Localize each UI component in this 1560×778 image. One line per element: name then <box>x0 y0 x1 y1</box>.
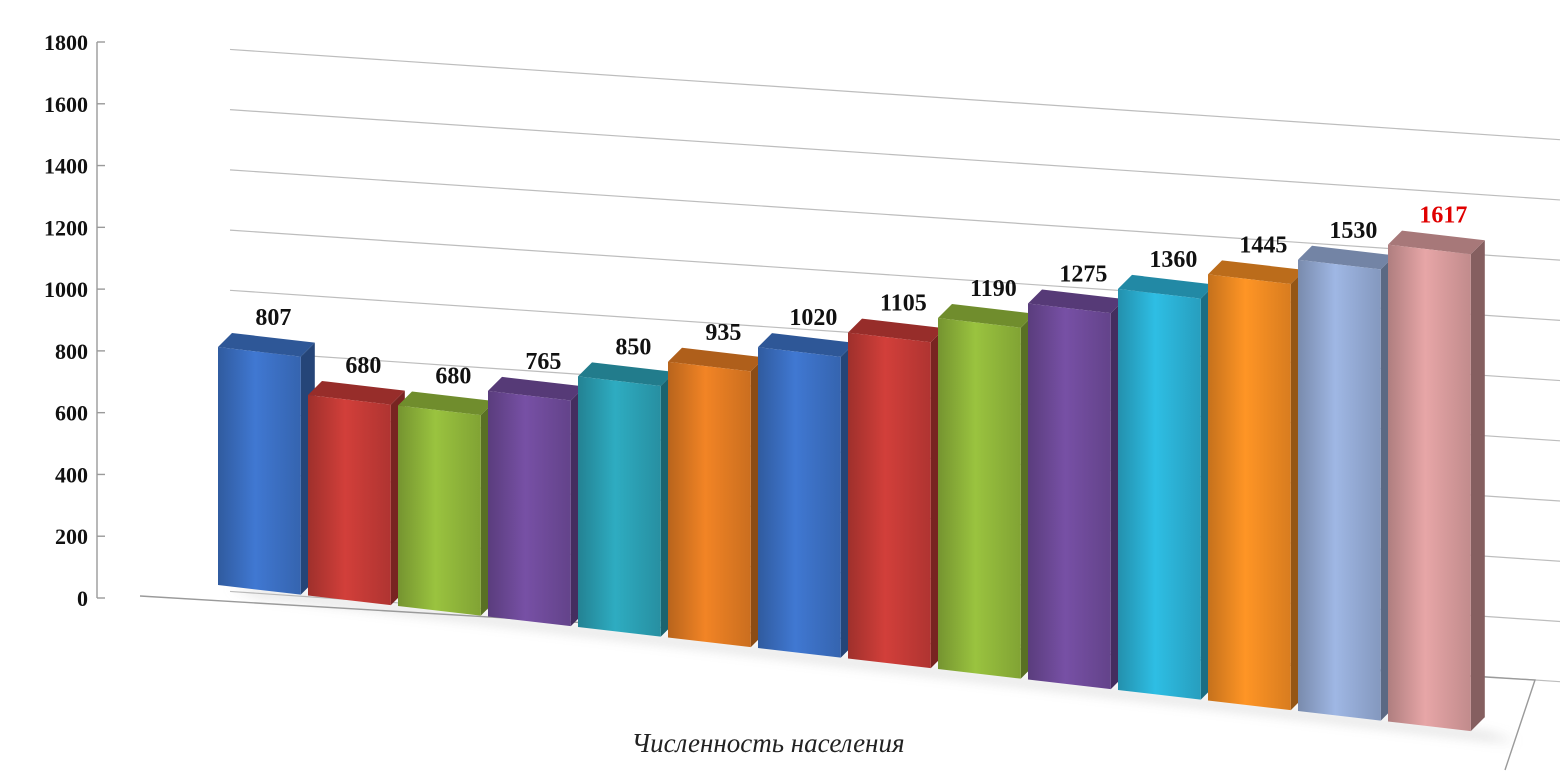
bars <box>218 230 1485 732</box>
y-tick-label: 600 <box>55 401 88 426</box>
data-label: 935 <box>705 320 741 346</box>
data-label: 1530 <box>1329 218 1377 244</box>
data-label: 807 <box>255 305 291 331</box>
bar <box>1208 260 1305 711</box>
bar-top <box>398 391 495 416</box>
bar <box>1298 245 1395 721</box>
bar-front <box>488 390 571 627</box>
bar-top <box>1298 245 1395 270</box>
y-axis: 0 200 400 600 800 1000 1200 1400 1600 1800 <box>44 30 1536 771</box>
bar-front <box>1028 303 1111 690</box>
bar-floor-shadow <box>228 587 1518 742</box>
bar-top <box>1118 274 1215 299</box>
bar-front <box>668 361 751 648</box>
data-label: 1360 <box>1149 247 1197 273</box>
bar-top <box>668 347 765 372</box>
bar-front <box>218 347 301 595</box>
bar-front <box>758 347 841 658</box>
x-axis-title: Численность населения <box>631 728 904 758</box>
bar-top <box>938 304 1035 328</box>
bar-front <box>938 318 1021 679</box>
data-label: 850 <box>615 334 651 360</box>
bar-front <box>308 394 391 606</box>
bar <box>1388 230 1485 732</box>
y-tick-label: 200 <box>55 524 88 549</box>
data-label: 1105 <box>880 291 927 317</box>
bar <box>1028 289 1125 690</box>
bar <box>578 362 675 637</box>
bar <box>938 304 1035 679</box>
bar-front <box>1118 288 1201 700</box>
y-tick-label: 1200 <box>44 215 88 240</box>
bar-top <box>578 362 675 386</box>
bar <box>308 380 405 606</box>
data-label: 1445 <box>1239 232 1287 258</box>
bar <box>668 347 765 648</box>
y-tick-label: 1000 <box>44 277 88 302</box>
bar-top <box>1208 260 1305 285</box>
bar-side <box>1470 240 1485 732</box>
bar <box>218 333 315 595</box>
data-label: 765 <box>525 349 561 375</box>
bar-top <box>1388 230 1485 255</box>
bar-top <box>848 318 945 343</box>
bar-front <box>578 376 661 637</box>
y-tick-label: 0 <box>77 586 88 611</box>
data-label: 680 <box>345 353 381 379</box>
bar-top <box>758 333 855 357</box>
y-tick-label: 1600 <box>44 92 88 117</box>
gridline <box>229 169 1560 261</box>
bar-top <box>218 333 315 357</box>
y-tick-label: 1800 <box>44 30 88 55</box>
data-labels: 807 680 680 765 850 935 1020 1105 1190 1275 1360 14… <box>255 203 1467 390</box>
y-tick-label: 1400 <box>44 154 88 179</box>
data-label: 1020 <box>789 305 837 331</box>
bar-top <box>1028 289 1125 314</box>
bar <box>488 376 585 627</box>
bar-front <box>1298 259 1381 721</box>
floor-shadow <box>228 587 1518 742</box>
gridline <box>229 109 1560 201</box>
y-tick-label: 800 <box>55 339 88 364</box>
data-label: 1190 <box>970 276 1017 302</box>
bar-top <box>488 376 585 401</box>
bar-front <box>1388 244 1471 732</box>
bar-front <box>1208 274 1291 711</box>
bar <box>758 333 855 658</box>
bar-top <box>308 380 405 405</box>
bar-front <box>848 332 931 669</box>
bar-front <box>398 405 481 616</box>
data-label: 1275 <box>1059 261 1107 287</box>
bar <box>848 318 945 669</box>
bar <box>398 391 495 616</box>
bar <box>1118 274 1215 700</box>
data-label: 1617 <box>1419 203 1467 229</box>
gridline <box>229 48 1560 141</box>
data-label: 680 <box>435 363 471 389</box>
y-tick-label: 400 <box>55 462 88 487</box>
